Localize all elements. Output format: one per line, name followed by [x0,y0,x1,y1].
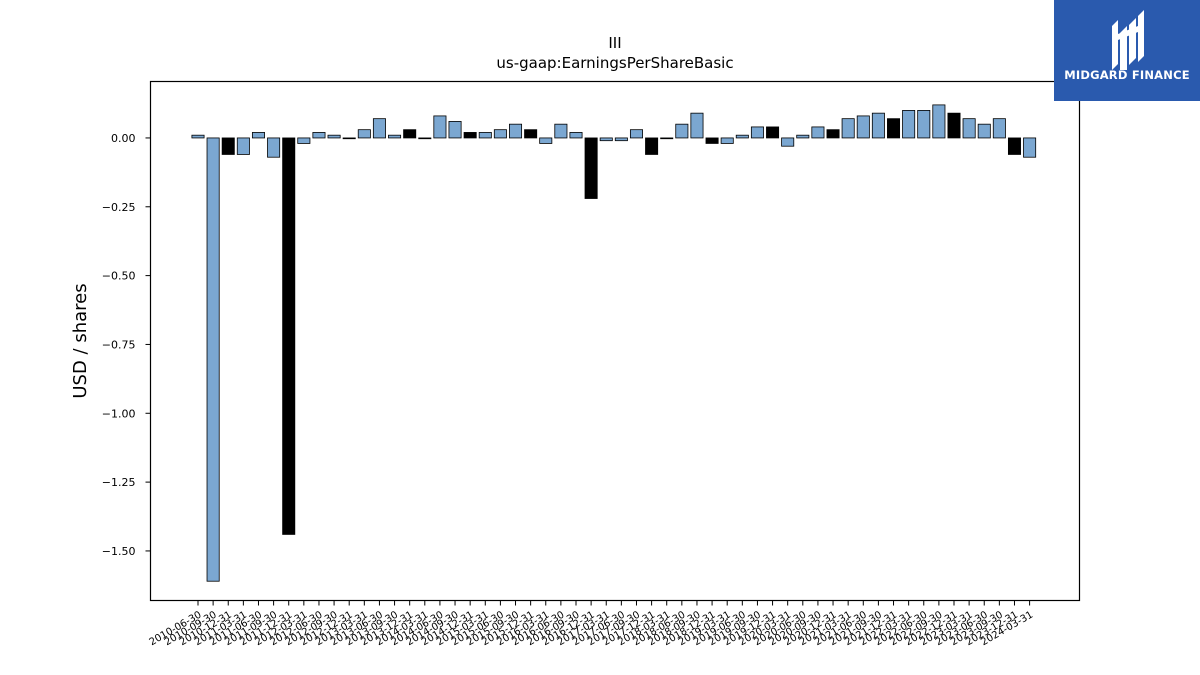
y-tick-label: −0.50 [102,270,136,283]
y-axis-label: USD / shares [70,283,91,398]
bars-group [191,104,1037,582]
bar-2013-03-31 [357,129,371,139]
bar-2021-09-30 [871,112,885,139]
y-tick-label: 0.00 [111,132,136,145]
y-tick-label: −1.00 [102,407,136,420]
bar-2011-09-30 [267,137,281,158]
bar-2021-03-31 [841,118,855,139]
bar-2010-09-30 [206,137,220,582]
bar-2010-06-30 [191,134,205,139]
bar-2023-12-31 [1007,137,1021,155]
y-tick-label: −0.25 [102,201,136,214]
logo-mark-icon [1112,10,1144,70]
bar-2016-06-30 [554,123,568,139]
bar-2015-12-31 [524,129,538,139]
bar-2022-06-30 [917,110,931,139]
chart-title: III [608,34,621,52]
bar-2011-03-31 [236,137,250,155]
brand-logo-text: MIDGARD FINANCE [1064,68,1190,82]
bar-2012-12-31 [342,137,356,140]
bar-2012-03-31 [297,137,311,144]
bar-2019-09-30 [750,126,764,139]
bar-2013-12-31 [403,129,417,139]
bar-2016-12-31 [584,137,598,199]
bar-2022-03-31 [902,110,916,139]
bar-2020-06-30 [796,134,810,139]
bar-2011-12-31 [282,137,296,535]
bar-2023-09-30 [992,118,1006,139]
plot-frame [149,80,1081,602]
bar-2018-03-31 [660,137,674,140]
bar-2021-06-30 [856,115,870,139]
bar-2017-12-31 [645,137,659,155]
bar-2017-09-30 [629,129,643,139]
brand-logo: MIDGARD FINANCE [1054,0,1200,101]
bar-2019-12-31 [766,126,780,139]
bar-2017-06-30 [614,137,628,142]
bar-2016-09-30 [569,132,583,139]
bar-2018-09-30 [690,112,704,139]
bar-2013-09-30 [388,134,402,139]
bar-2022-12-31 [947,112,961,139]
y-tick-label: −1.25 [102,476,136,489]
bar-2013-06-30 [372,118,386,139]
bar-2015-03-31 [478,132,492,139]
bar-2018-12-31 [705,137,719,144]
y-tick-label: −0.75 [102,338,136,351]
bar-2015-06-30 [493,129,507,139]
chart-subtitle: us-gaap:EarningsPerShareBasic [496,54,733,72]
bar-2011-06-30 [251,132,265,139]
y-tick-label: −1.50 [102,545,136,558]
bar-2024-03-31 [1023,137,1037,158]
bar-2020-03-31 [781,137,795,147]
bar-2015-09-30 [509,123,523,139]
y-axis: 0.00 −0.25 −0.50 −0.75 −1.00 −1.25 −1.50 [102,132,151,558]
bar-2010-12-31 [221,137,235,155]
bar-2014-06-30 [433,115,447,139]
bar-2014-03-31 [418,137,432,140]
bar-2023-03-31 [962,118,976,139]
bar-2018-06-30 [675,123,689,139]
bar-2019-03-31 [720,137,734,144]
bar-2021-12-31 [887,118,901,139]
bar-2012-09-30 [327,134,341,139]
bar-2012-06-30 [312,132,326,139]
bar-2020-12-31 [826,129,840,139]
bar-2017-03-31 [599,137,613,142]
bar-2014-12-31 [463,132,477,139]
bar-2022-09-30 [932,104,946,139]
x-axis: 2010-06-302010-09-302010-12-312011-03-31… [148,600,1035,648]
bar-2014-09-30 [448,121,462,139]
bar-2016-03-31 [539,137,553,144]
bar-2023-06-30 [977,123,991,139]
bar-2020-09-30 [811,126,825,139]
bar-2019-06-30 [735,134,749,139]
